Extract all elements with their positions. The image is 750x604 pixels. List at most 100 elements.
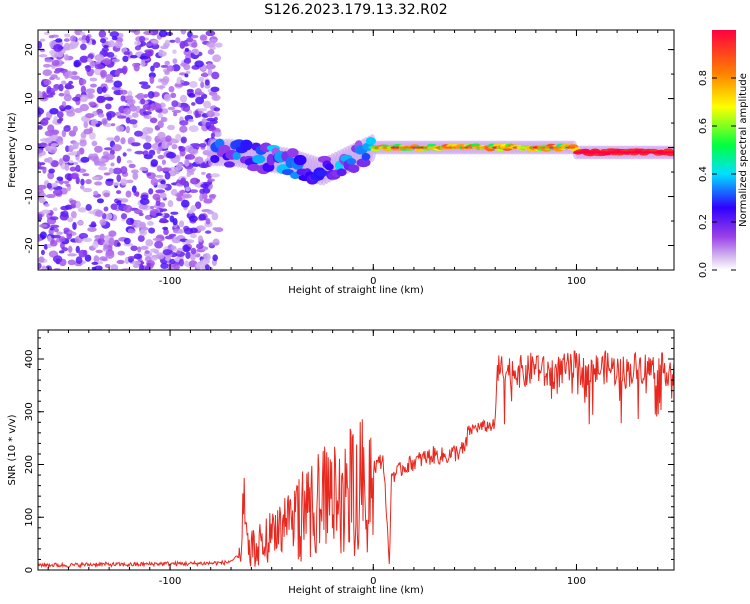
heatmap-noise-cell: [51, 182, 58, 188]
heatmap-noise-cell: [179, 94, 188, 103]
heatmap-noise-cell: [176, 250, 181, 255]
heatmap-noise-cell: [143, 30, 154, 35]
spectrogram-heatmap: [38, 30, 674, 270]
heatmap-noise-cell: [125, 179, 134, 184]
heatmap-noise-cell: [169, 258, 176, 265]
heatmap-noise-cell: [146, 42, 154, 47]
heatmap-noise-cell: [162, 226, 169, 231]
heatmap-noise-cell: [207, 178, 215, 182]
heatmap-noise-cell: [127, 136, 135, 145]
x-tick-label: 100: [567, 576, 586, 587]
y-tick-label: -10: [24, 188, 35, 204]
heatmap-noise-cell: [142, 126, 152, 135]
heatmap-noise-cell: [76, 220, 84, 225]
heatmap-noise-cell: [154, 240, 164, 249]
heatmap-noise-cell: [58, 92, 65, 97]
heatmap-noise-cell: [162, 249, 172, 256]
heatmap-noise-cell: [185, 251, 191, 259]
heatmap-noise-cell: [176, 196, 183, 202]
heatmap-noise-cell: [44, 58, 53, 63]
y-tick-label: 0: [24, 144, 35, 150]
heatmap-noise-cell: [155, 212, 163, 216]
heatmap-noise-cell: [56, 50, 64, 58]
heatmap-noise-cell: [38, 184, 47, 190]
heatmap-noise-cell: [170, 211, 179, 215]
heatmap-noise-cell: [127, 228, 135, 234]
heatmap-carrier-cell: [293, 154, 307, 166]
heatmap-noise-cell: [131, 112, 139, 118]
heatmap-noise-cell: [212, 54, 222, 63]
heatmap-noise-cell: [63, 125, 71, 132]
heatmap-noise-cell: [98, 30, 107, 38]
heatmap-noise-cell: [157, 184, 167, 189]
y-tick-label: -20: [24, 237, 35, 253]
heatmap-carrier-cell: [223, 161, 235, 168]
heatmap-noise-cell: [123, 237, 131, 245]
chart-title: S126.2023.179.13.32.R02: [264, 2, 447, 18]
heatmap-noise-cell: [63, 180, 70, 184]
heatmap-noise-cell: [56, 176, 64, 181]
heatmap-noise-cell: [130, 55, 138, 59]
snr-ylabel: SNR (10 * v/v): [7, 414, 18, 485]
heatmap-noise-cell: [194, 60, 204, 68]
heatmap-noise-cell: [111, 58, 120, 63]
heatmap-noise-cell: [150, 65, 155, 72]
heatmap-noise-cell: [82, 187, 93, 193]
heatmap-noise-cell: [85, 35, 90, 44]
heatmap-noise-cell: [198, 214, 207, 221]
colorbar: 0.0 0.2 0.4 0.6 0.8 Normalized spectral ampl…: [698, 30, 749, 278]
heatmap-noise-cell: [72, 221, 77, 230]
heatmap-noise-cell: [197, 235, 204, 243]
heatmap-noise-cell: [166, 65, 175, 72]
heatmap-noise-cell: [167, 124, 175, 131]
heatmap-noise-cell: [201, 93, 208, 99]
spectrogram-frame: [37, 29, 675, 271]
heatmap-noise-cell: [200, 183, 209, 189]
heatmap-noise-cell: [124, 256, 130, 264]
heatmap-noise-cell: [212, 238, 220, 246]
heatmap-noise-cell: [49, 108, 59, 115]
heatmap-noise-cell: [165, 135, 172, 143]
heatmap-noise-cell: [142, 111, 152, 115]
heatmap-noise-cell: [177, 229, 185, 234]
heatmap-noise-cell: [125, 95, 134, 100]
heatmap-noise-cell: [158, 30, 168, 38]
heatmap-noise-cell: [61, 210, 69, 218]
y-tick-label: 400: [24, 349, 35, 368]
snr-frame: [37, 329, 675, 571]
heatmap-noise-cell: [164, 172, 171, 180]
heatmap-noise-cell: [96, 86, 104, 95]
heatmap-noise-cell: [185, 239, 195, 244]
heatmap-noise-cell: [53, 116, 58, 122]
heatmap-noise-cell: [185, 154, 196, 160]
heatmap-noise-cell: [134, 94, 144, 99]
heatmap-noise-cell: [49, 216, 59, 221]
heatmap-noise-cell: [206, 110, 215, 118]
heatmap-noise-cell: [89, 60, 95, 69]
heatmap-noise-cell: [49, 92, 56, 96]
heatmap-carrier-cell: [324, 163, 334, 171]
heatmap-noise-cell: [206, 41, 216, 48]
heatmap-noise-cell: [156, 252, 165, 260]
heatmap-noise-cell: [170, 245, 177, 250]
heatmap-noise-cell: [77, 207, 87, 213]
heatmap-noise-cell: [159, 167, 169, 172]
heatmap-noise-cell: [91, 39, 97, 46]
heatmap-noise-cell: [80, 156, 90, 163]
heatmap-noise-cell: [94, 64, 105, 70]
heatmap-noise-cell: [195, 225, 206, 232]
heatmap-noise-cell: [182, 103, 191, 112]
heatmap-noise-cell: [184, 47, 190, 52]
heatmap-noise-cell: [56, 111, 64, 119]
heatmap-noise-cell: [69, 41, 79, 49]
heatmap-noise-cell: [155, 200, 161, 207]
heatmap-noise-cell: [203, 198, 213, 204]
heatmap-noise-cell: [194, 201, 202, 210]
heatmap-noise-cell: [125, 125, 130, 134]
heatmap-noise-cell: [67, 259, 76, 266]
heatmap-noise-cell: [70, 203, 76, 209]
colorbar-tick-label: 0.4: [698, 166, 709, 182]
heatmap-noise-cell: [123, 204, 133, 213]
heatmap-noise-cell: [205, 173, 213, 179]
